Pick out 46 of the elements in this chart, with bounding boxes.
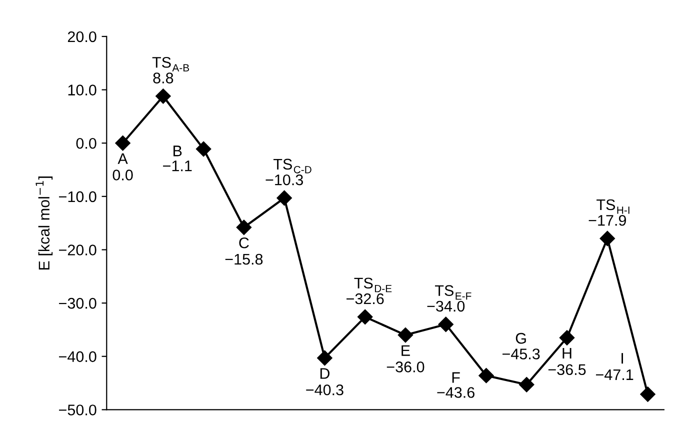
annotation: A (118, 153, 128, 164)
point (640, 386, 656, 402)
text: −45.3 (502, 348, 540, 360)
text: −32.6 (346, 293, 384, 304)
point (438, 316, 454, 332)
text: −36.0 (386, 362, 424, 372)
text: −43.6 (437, 387, 474, 398)
point (276, 190, 292, 206)
text: −40.3 (306, 384, 344, 396)
text: 8.8 (153, 72, 174, 84)
point (236, 220, 252, 235)
point (317, 350, 332, 366)
text: −1.1 (163, 160, 192, 172)
y-axis-title: E [kcal mol$^{−1}$] (36, 176, 53, 270)
point (519, 377, 534, 392)
annotation: D (320, 368, 330, 379)
point (478, 368, 494, 384)
annotation: E (402, 345, 410, 356)
text: −15.8 (225, 254, 263, 265)
point (156, 88, 171, 104)
point (398, 327, 414, 343)
annotation: F (452, 372, 460, 383)
y-tick-label: −50.0 (59, 404, 96, 416)
text: −34.0 (427, 300, 465, 312)
annotation: I (622, 353, 623, 364)
text: −10.3 (266, 174, 303, 186)
annotation: B (174, 146, 182, 156)
point (600, 230, 615, 246)
annotation: C (239, 237, 249, 248)
y-tick-label: 10.0 (68, 84, 96, 96)
point (196, 141, 212, 157)
point (115, 136, 130, 151)
annotation: H (562, 348, 572, 359)
annotation: G (516, 332, 526, 344)
y-tick-label: −10.0 (59, 191, 96, 202)
point (559, 330, 575, 346)
text: −36.5 (548, 364, 586, 376)
text: −17.9 (588, 214, 626, 226)
text: 0.0 (112, 170, 133, 180)
y-tick-label: −20.0 (59, 244, 96, 256)
y-tick-label: 0.0 (76, 138, 96, 149)
point (358, 309, 373, 324)
y-tick-label: 20.0 (68, 31, 96, 42)
y-tick-label: −30.0 (59, 298, 96, 309)
text: −47.1 (596, 369, 634, 380)
y-tick-label: −40.0 (59, 351, 96, 362)
